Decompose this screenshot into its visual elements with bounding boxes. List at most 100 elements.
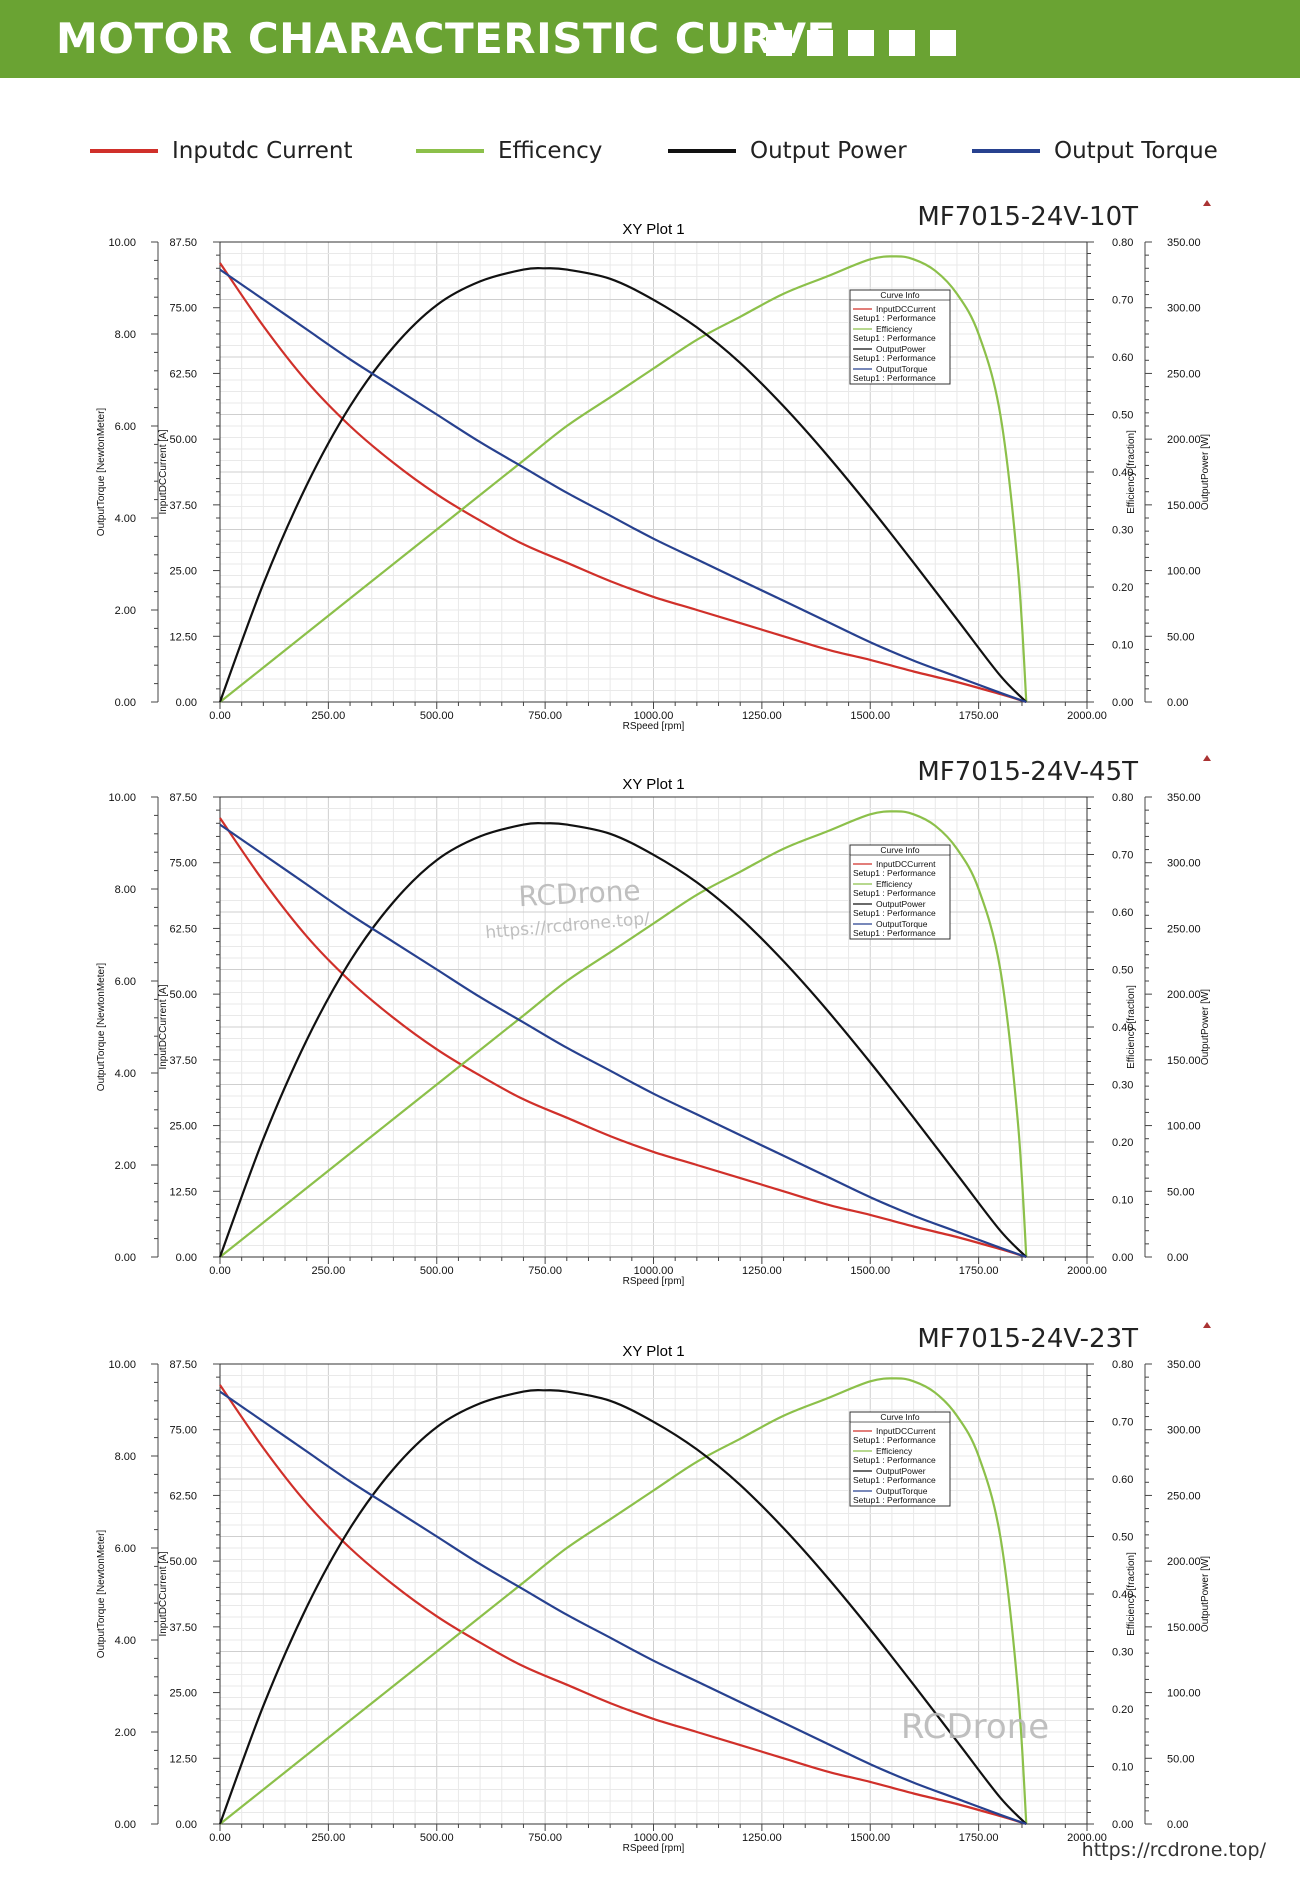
curve-info-source: Setup1 : Performance: [853, 1455, 936, 1465]
model-title: MF7015-24V-45T: [917, 757, 1138, 787]
chart-legend: Inputdc Current Efficency Output Power O…: [0, 138, 1300, 174]
footer-url: https://rcdrone.top/: [1081, 1839, 1266, 1861]
tick-label-power: 50.00: [1167, 1186, 1195, 1198]
tick-label-torque: 4.00: [115, 1068, 136, 1080]
tick-label-efficiency: 0.30: [1112, 1080, 1133, 1092]
tick-label-efficiency: 0.30: [1112, 1647, 1133, 1659]
curve-info-name: OutputPower: [876, 1466, 926, 1476]
tick-label-power: 150.00: [1167, 1622, 1201, 1634]
x-tick-label: 250.00: [312, 1265, 346, 1277]
tick-label-efficiency: 0.60: [1112, 1474, 1133, 1486]
tick-label-current: 12.50: [169, 631, 197, 643]
legend-swatch-power: [668, 149, 736, 153]
legend-item-current: Inputdc Current: [90, 138, 353, 164]
page-title: MOTOR CHARACTERISTIC CURVE: [56, 14, 836, 63]
tick-label-current: 25.00: [169, 1688, 197, 1700]
watermark: https://rcdrone.top/: [485, 909, 651, 943]
x-tick-label: 0.00: [209, 710, 230, 722]
axis-label-current: InputDCCurrent [A]: [158, 984, 169, 1069]
x-axis-label: RSpeed [rpm]: [623, 721, 685, 732]
x-tick-label: 750.00: [528, 1832, 562, 1844]
banner-decoration: [766, 30, 971, 61]
x-tick-label: 1500.00: [850, 1832, 890, 1844]
tick-label-current: 0.00: [176, 1819, 197, 1831]
curve-info-title: Curve Info: [880, 1412, 919, 1422]
curve-info-source: Setup1 : Performance: [853, 868, 936, 878]
legend-item-torque: Output Torque: [972, 138, 1218, 164]
series-group: [218, 1377, 1028, 1826]
axis-label-current: InputDCCurrent [A]: [158, 1551, 169, 1636]
x-tick-label: 0.00: [209, 1832, 230, 1844]
axis-label-power: OutputPower [W]: [1200, 1556, 1211, 1632]
axis-label-torque: OutputTorque [NewtonMeter]: [96, 408, 107, 537]
tick-label-current: 87.50: [169, 1359, 197, 1371]
tick-label-power: 250.00: [1167, 923, 1201, 935]
square-icon: [848, 30, 874, 56]
axis-label-power: OutputPower [W]: [1200, 434, 1211, 510]
axis-label-torque: OutputTorque [NewtonMeter]: [96, 1530, 107, 1659]
series-line-efficiency: [219, 1377, 1028, 1825]
curve-info-source: Setup1 : Performance: [853, 888, 936, 898]
tick-label-efficiency: 0.10: [1112, 640, 1133, 652]
series-line-outputpower: [218, 267, 1028, 703]
tick-label-torque: 2.00: [115, 1727, 136, 1739]
motor-chart-10t: MF7015-24V-10T XY Plot 1 0.00 2.00 4.00 6.00 8…: [96, 200, 1211, 732]
square-icon: [930, 30, 956, 56]
tick-label-power: 100.00: [1167, 1121, 1201, 1133]
curve-info-source: Setup1 : Performance: [853, 353, 936, 363]
x-tick-label: 1500.00: [850, 1265, 890, 1277]
tick-label-torque: 2.00: [115, 605, 136, 617]
series-line-outputtorque: [219, 823, 1027, 1259]
tick-label-efficiency: 0.40: [1112, 1022, 1133, 1034]
tick-label-power: 0.00: [1167, 1252, 1188, 1264]
tick-label-current: 25.00: [169, 566, 197, 578]
x-tick-label: 1000.00: [634, 1832, 674, 1844]
series-line-inputdccurrent: [219, 817, 1027, 1259]
tick-label-torque: 8.00: [115, 884, 136, 896]
tick-label-torque: 0.00: [115, 1252, 136, 1264]
tick-label-power: 0.00: [1167, 697, 1188, 709]
axis-label-efficiency: Efficiency [fraction]: [1126, 985, 1137, 1069]
series-line-outputtorque: [219, 1390, 1027, 1826]
curve-info-title: Curve Info: [880, 845, 919, 855]
curve-info-frame: [849, 844, 951, 940]
grid: [219, 1363, 1088, 1825]
tick-label-current: 62.50: [169, 923, 197, 935]
grid: [219, 796, 1088, 1258]
tick-label-power: 50.00: [1167, 631, 1195, 643]
tick-label-current: 0.00: [176, 697, 197, 709]
curve-info-source: Setup1 : Performance: [853, 313, 936, 323]
triangle-icon: [1203, 1322, 1211, 1328]
x-tick-label: 1250.00: [742, 1265, 782, 1277]
tick-label-power: 200.00: [1167, 434, 1201, 446]
axis-label-efficiency: Efficiency [fraction]: [1126, 1552, 1137, 1636]
x-axis-label: RSpeed [rpm]: [623, 1276, 685, 1287]
curve-info-name: OutputTorque: [876, 1486, 928, 1496]
square-icon: [766, 30, 792, 56]
legend-label: Efficency: [498, 138, 603, 164]
axis-label-current: InputDCCurrent [A]: [158, 429, 169, 514]
curve-info-name: OutputTorque: [876, 364, 928, 374]
axis-label-torque: OutputTorque [NewtonMeter]: [96, 963, 107, 1092]
tick-label-efficiency: 0.50: [1112, 1532, 1133, 1544]
tick-label-power: 350.00: [1167, 237, 1201, 249]
tick-label-efficiency: 0.40: [1112, 1589, 1133, 1601]
watermark: RCDrone: [901, 1707, 1049, 1747]
motor-chart-45t: MF7015-24V-45T XY Plot 1 0.00 2.00 4.00 6.00 8…: [96, 755, 1211, 1287]
tick-label-power: 100.00: [1167, 1688, 1201, 1700]
tick-label-efficiency: 0.30: [1112, 525, 1133, 537]
plot-title: XY Plot 1: [622, 221, 684, 238]
tick-label-power: 350.00: [1167, 792, 1201, 804]
legend-label: Inputdc Current: [172, 138, 353, 164]
curve-info-name: Efficiency: [876, 879, 913, 889]
curve-info-name: OutputPower: [876, 899, 926, 909]
tick-label-efficiency: 0.70: [1112, 295, 1133, 307]
tick-label-current: 37.50: [169, 1622, 197, 1634]
tick-label-torque: 4.00: [115, 513, 136, 525]
motor-chart-23t: MF7015-24V-23T XY Plot 1 0.00 2.00 4.00 6.00 8…: [96, 1322, 1211, 1854]
legend-swatch-torque: [972, 149, 1040, 153]
x-axis-label: RSpeed [rpm]: [623, 1843, 685, 1854]
tick-label-current: 87.50: [169, 237, 197, 249]
